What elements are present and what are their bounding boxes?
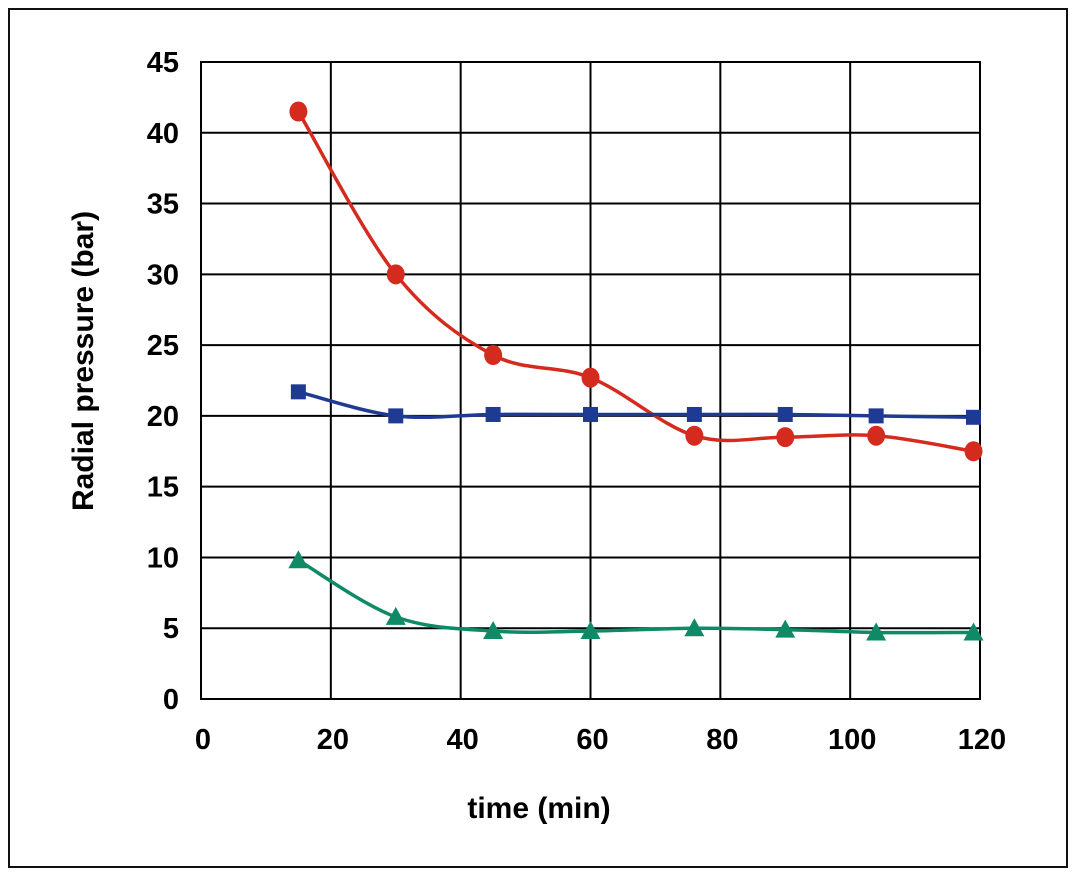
x-tick-label: 0	[195, 724, 211, 756]
data-point-triangle	[684, 618, 705, 637]
y-tick-label: 45	[147, 47, 179, 79]
y-tick-label: 10	[147, 542, 179, 574]
x-tick-label: 60	[576, 724, 608, 756]
x-tick-label: 120	[958, 724, 1006, 756]
data-point-square	[388, 408, 404, 424]
data-point-triangle	[866, 622, 887, 641]
data-point-circle	[484, 345, 503, 366]
series-layer	[288, 101, 984, 641]
y-tick-label: 15	[147, 472, 179, 504]
data-point-square	[485, 406, 501, 422]
y-tick-label: 5	[163, 613, 179, 645]
data-point-triangle	[580, 621, 601, 640]
x-tick-label: 40	[447, 724, 479, 756]
x-axis-label: time (min)	[467, 792, 610, 825]
data-point-triangle	[775, 619, 796, 638]
y-axis-ticks: 0 5 10 15 20 25 30 35 40 45	[147, 47, 179, 716]
data-point-square	[777, 406, 793, 422]
data-point-triangle	[385, 606, 406, 625]
y-tick-label: 20	[147, 401, 179, 433]
x-tick-label: 80	[706, 724, 738, 756]
data-point-circle	[581, 367, 600, 388]
series-square	[290, 384, 982, 425]
y-tick-label: 30	[147, 259, 179, 291]
data-point-square	[868, 408, 884, 424]
data-point-circle	[386, 264, 405, 285]
data-point-triangle	[963, 622, 984, 641]
data-point-circle	[867, 425, 886, 446]
data-point-circle	[685, 425, 704, 446]
series-triangle	[288, 550, 984, 641]
y-tick-label: 40	[147, 118, 179, 150]
y-axis-label: Radial pressure (bar)	[67, 211, 100, 511]
data-point-square	[583, 406, 598, 422]
x-axis-ticks: 0 20 40 60 80 100 120	[195, 724, 1006, 756]
y-tick-label: 35	[147, 189, 179, 221]
x-tick-label: 100	[828, 724, 876, 756]
data-point-circle	[776, 427, 795, 448]
series-circle	[289, 101, 983, 462]
data-point-square	[966, 409, 982, 425]
x-tick-label: 20	[317, 724, 349, 756]
data-point-circle	[289, 101, 308, 122]
data-point-triangle	[288, 550, 309, 569]
y-tick-label: 25	[147, 330, 179, 362]
data-point-square	[686, 406, 702, 422]
y-tick-label: 0	[163, 684, 179, 716]
data-point-circle	[964, 441, 983, 462]
data-point-square	[290, 384, 306, 400]
data-point-triangle	[483, 621, 504, 640]
